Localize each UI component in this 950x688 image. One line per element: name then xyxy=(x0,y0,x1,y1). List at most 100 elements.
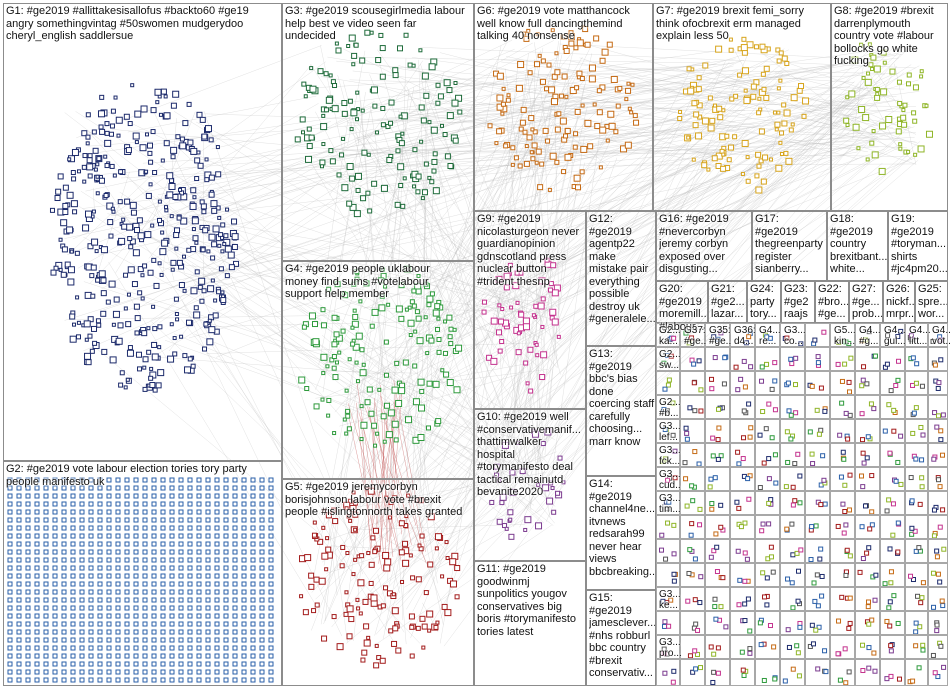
graph-node xyxy=(179,142,187,150)
graph-node xyxy=(354,276,360,282)
graph-edge xyxy=(378,417,393,564)
small-group-panel xyxy=(656,371,680,395)
graph-node xyxy=(187,517,193,523)
graph-node xyxy=(43,645,49,651)
graph-node xyxy=(16,557,22,563)
graph-node xyxy=(917,145,925,153)
graph-node xyxy=(178,677,184,683)
graph-edge xyxy=(314,337,360,575)
graph-node xyxy=(144,169,149,174)
graph-node xyxy=(84,352,92,360)
graph-node xyxy=(769,386,775,392)
graph-node xyxy=(393,437,399,443)
graph-node xyxy=(353,42,359,48)
graph-node xyxy=(196,605,202,611)
graph-node xyxy=(214,493,220,499)
graph-node xyxy=(350,341,356,347)
graph-node xyxy=(530,156,536,162)
graph-node xyxy=(542,484,550,492)
graph-node xyxy=(496,128,503,135)
graph-node xyxy=(329,357,335,363)
graph-node xyxy=(145,192,152,199)
graph-node xyxy=(340,544,346,550)
graph-node xyxy=(433,624,439,630)
graph-node xyxy=(52,581,58,587)
graph-node xyxy=(16,597,22,603)
graph-node xyxy=(124,581,130,587)
graph-node xyxy=(25,493,31,499)
graph-node xyxy=(268,581,274,587)
graph-node xyxy=(914,361,920,367)
graph-node xyxy=(196,549,202,555)
graph-node xyxy=(351,52,358,59)
graph-node xyxy=(502,523,508,529)
graph-node xyxy=(210,255,216,261)
graph-node xyxy=(160,573,166,579)
graph-node xyxy=(223,645,229,651)
graph-node xyxy=(707,95,713,101)
graph-node xyxy=(301,130,306,135)
graph-node xyxy=(574,85,580,91)
graph-node xyxy=(385,123,391,129)
graph-node xyxy=(97,509,103,515)
graph-node xyxy=(336,172,342,178)
graph-node xyxy=(259,669,265,675)
graph-node xyxy=(551,98,559,106)
graph-node xyxy=(420,196,425,201)
small-group-panel xyxy=(730,635,755,659)
graph-node xyxy=(299,116,306,123)
graph-node xyxy=(142,621,148,627)
graph-node xyxy=(223,605,229,611)
graph-node xyxy=(499,339,505,345)
graph-node xyxy=(241,669,247,675)
graph-edge xyxy=(331,73,784,628)
small-group-panel xyxy=(880,635,905,659)
graph-node xyxy=(415,576,422,583)
graph-node xyxy=(91,209,96,214)
graph-node xyxy=(178,669,184,675)
graph-node xyxy=(124,493,130,499)
graph-node xyxy=(25,605,31,611)
graph-node xyxy=(61,541,67,547)
small-group-panel xyxy=(680,635,705,659)
graph-node xyxy=(308,583,315,590)
graph-node xyxy=(106,645,112,651)
graph-node xyxy=(413,329,418,334)
graph-node xyxy=(178,653,184,659)
graph-node xyxy=(689,335,695,341)
graph-node xyxy=(241,565,247,571)
graph-node xyxy=(539,161,545,167)
graph-node xyxy=(317,68,324,75)
graph-node xyxy=(625,87,632,94)
graph-node xyxy=(540,58,546,64)
graph-node xyxy=(757,96,762,101)
graph-node xyxy=(223,661,229,667)
graph-node xyxy=(70,565,76,571)
graph-node xyxy=(160,597,166,603)
small-group-panel xyxy=(705,659,730,686)
small-group-panel xyxy=(805,467,830,491)
graph-node xyxy=(126,349,134,357)
small-group-label-g29: G2... sw... xyxy=(659,349,681,371)
graph-edge xyxy=(411,523,446,612)
graph-node xyxy=(34,493,40,499)
graph-node xyxy=(435,326,441,332)
graph-node xyxy=(859,383,865,389)
graph-node xyxy=(250,669,256,675)
graph-node xyxy=(178,557,184,563)
graph-node xyxy=(346,163,354,171)
graph-edge xyxy=(320,370,419,374)
graph-node xyxy=(88,645,94,651)
graph-node xyxy=(142,477,148,483)
graph-node xyxy=(205,677,211,683)
graph-node xyxy=(160,669,166,675)
graph-node xyxy=(344,506,349,511)
graph-node xyxy=(187,621,193,627)
graph-node xyxy=(178,533,184,539)
graph-node xyxy=(395,148,401,154)
graph-node xyxy=(204,125,212,133)
graph-node xyxy=(111,209,116,214)
graph-node xyxy=(421,623,428,630)
graph-node xyxy=(250,485,256,491)
